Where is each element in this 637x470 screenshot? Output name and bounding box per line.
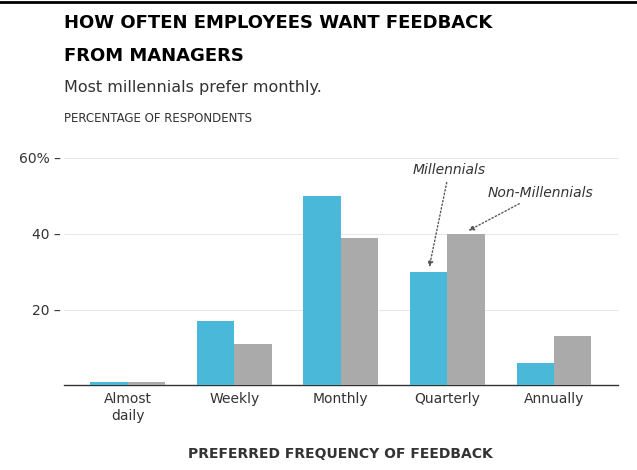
Bar bbox=[303, 196, 341, 385]
Bar bbox=[447, 234, 485, 385]
Text: FROM MANAGERS: FROM MANAGERS bbox=[64, 47, 243, 65]
Text: PERCENTAGE OF RESPONDENTS: PERCENTAGE OF RESPONDENTS bbox=[64, 111, 252, 125]
Bar bbox=[90, 382, 127, 385]
Bar bbox=[410, 272, 447, 385]
Bar bbox=[234, 344, 271, 385]
Bar bbox=[197, 321, 234, 385]
Text: Non-Millennials: Non-Millennials bbox=[470, 186, 593, 230]
Bar bbox=[554, 336, 591, 385]
Text: PREFERRED FREQUENCY OF FEEDBACK: PREFERRED FREQUENCY OF FEEDBACK bbox=[189, 446, 493, 461]
Text: HOW OFTEN EMPLOYEES WANT FEEDBACK: HOW OFTEN EMPLOYEES WANT FEEDBACK bbox=[64, 14, 492, 32]
Text: Most millennials prefer monthly.: Most millennials prefer monthly. bbox=[64, 80, 322, 95]
Bar bbox=[341, 237, 378, 385]
Text: Millennials: Millennials bbox=[413, 163, 486, 266]
Bar bbox=[517, 363, 554, 385]
Bar bbox=[127, 382, 165, 385]
